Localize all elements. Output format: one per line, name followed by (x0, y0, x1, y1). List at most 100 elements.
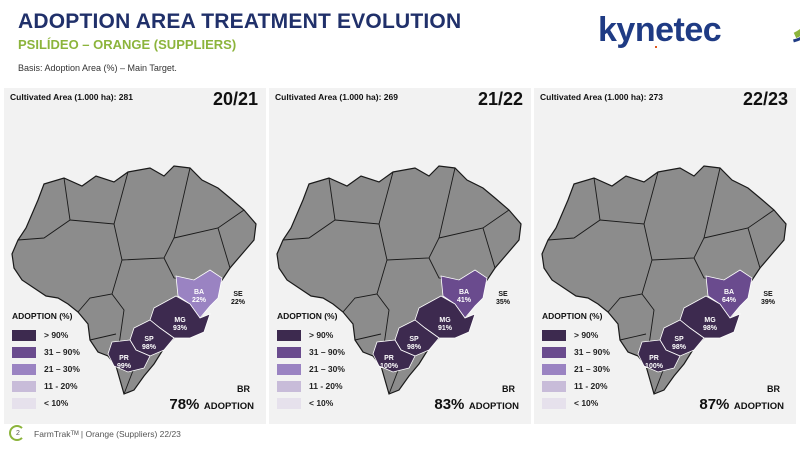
national-adoption-value: 78% (169, 396, 200, 413)
legend-swatch (542, 347, 566, 358)
state-pr-name: PR (119, 355, 129, 362)
kynetec-logo: kynetec (598, 10, 748, 50)
cultivated-area-label: Cultivated Area (1.000 ha): 281 (10, 92, 133, 102)
legend-swatch (12, 330, 36, 341)
legend-title: ADOPTION (%) (277, 311, 338, 321)
season-year: 22/23 (742, 89, 788, 109)
legend-swatch (277, 347, 301, 358)
legend-title: ADOPTION (%) (542, 311, 603, 321)
state-ba-region (175, 269, 223, 319)
state-sp-name: SP (674, 336, 684, 343)
legend-swatch (542, 364, 566, 375)
state-border (547, 177, 601, 241)
state-pr-name: PR (384, 355, 394, 362)
state-border (77, 259, 123, 313)
footer-logo-ring (9, 425, 25, 441)
state-se-name: SE (763, 291, 773, 298)
state-pr-name: PR (649, 355, 659, 362)
map-panel-1: Cultivated Area (1.000 ha): 281 20/21 BA 22… (4, 88, 266, 424)
state-border (354, 333, 382, 341)
legend-swatch (277, 398, 301, 409)
cultivated-area-label: Cultivated Area (1.000 ha): 269 (275, 92, 398, 102)
legend-item: > 90% (12, 330, 102, 342)
state-mg-name: MG (439, 317, 451, 324)
season-year: 20/21 (212, 89, 258, 109)
state-sp-value: 98% (142, 344, 157, 351)
map-panel-2: Cultivated Area (1.000 ha): 269 21/22 BA 41… (269, 88, 531, 424)
legend-swatch (277, 364, 301, 375)
legend-item: 11 - 20% (12, 381, 102, 393)
state-ba-name: BA (459, 289, 469, 296)
state-pr-value: 100% (645, 363, 664, 370)
legend-item: 21 – 30% (542, 364, 632, 376)
page-number: 2 (16, 430, 20, 437)
br-label: BR (502, 384, 515, 394)
legend-item: 21 – 30% (277, 364, 367, 376)
state-border (607, 259, 653, 313)
legend-item: 11 - 20% (277, 381, 367, 393)
state-pr-value: 100% (380, 363, 399, 370)
state-sp-value: 98% (407, 344, 422, 351)
state-mg-name: MG (174, 317, 186, 324)
state-ba-value: 22% (192, 297, 207, 304)
national-adoption-value: 87% (699, 396, 730, 413)
national-adoption: 87% ADOPTION (699, 396, 784, 414)
legend-label: 21 – 30% (574, 364, 610, 374)
state-ba-name: BA (194, 289, 204, 296)
state-se-value: 35% (496, 299, 511, 306)
state-se-value: 39% (761, 299, 776, 306)
state-ba-region (440, 269, 488, 319)
logo-text: kynetec (598, 11, 722, 49)
footer-text: FarmTrakᵀᴹ | Orange (Suppliers) 22/23 (34, 429, 181, 439)
state-pr-region (107, 339, 151, 373)
legend-label: > 90% (574, 330, 599, 340)
legend-item: < 10% (542, 398, 632, 410)
legend-swatch (277, 330, 301, 341)
legend-item: 21 – 30% (12, 364, 102, 376)
state-sp-value: 98% (672, 344, 687, 351)
national-adoption-word: ADOPTION (203, 401, 254, 412)
legend-label: 31 – 90% (574, 347, 610, 357)
state-mg-name: MG (704, 317, 716, 324)
state-border (619, 333, 647, 341)
legend-swatch (12, 364, 36, 375)
national-adoption-value: 83% (434, 396, 465, 413)
national-adoption-word: ADOPTION (733, 401, 784, 412)
state-mg-value: 98% (703, 325, 718, 332)
state-se-name: SE (498, 291, 508, 298)
state-ba-region (705, 269, 753, 319)
legend-swatch (12, 398, 36, 409)
state-mg-value: 93% (173, 325, 188, 332)
legend-item: < 10% (277, 398, 367, 410)
state-border (747, 227, 761, 269)
legend-swatch (277, 381, 301, 392)
legend-swatch (12, 347, 36, 358)
legend-label: > 90% (309, 330, 334, 340)
legend-label: 31 – 90% (44, 347, 80, 357)
map-panel-3: Cultivated Area (1.000 ha): 273 22/23 BA 64… (534, 88, 796, 424)
cultivated-area-label: Cultivated Area (1.000 ha): 273 (540, 92, 663, 102)
legend-swatch (542, 330, 566, 341)
legend-item: 31 – 90% (12, 347, 102, 359)
national-adoption: 78% ADOPTION (169, 396, 254, 414)
state-sp-name: SP (144, 336, 154, 343)
br-label: BR (237, 384, 250, 394)
state-ba-value: 64% (722, 297, 737, 304)
legend-label: 21 – 30% (309, 364, 345, 374)
legend-label: 21 – 30% (44, 364, 80, 374)
state-ba-value: 41% (457, 297, 472, 304)
legend-label: < 10% (574, 398, 599, 408)
legend-item: 31 – 90% (277, 347, 367, 359)
legend-item: > 90% (542, 330, 632, 342)
state-border (17, 177, 71, 241)
legend-item: 11 - 20% (542, 381, 632, 393)
state-sp-name: SP (409, 336, 419, 343)
legend-label: < 10% (44, 398, 69, 408)
state-se-value: 22% (231, 299, 246, 306)
state-border (482, 227, 496, 269)
legend-item: < 10% (12, 398, 102, 410)
logo-dot (655, 46, 657, 48)
state-pr-region (637, 339, 681, 373)
